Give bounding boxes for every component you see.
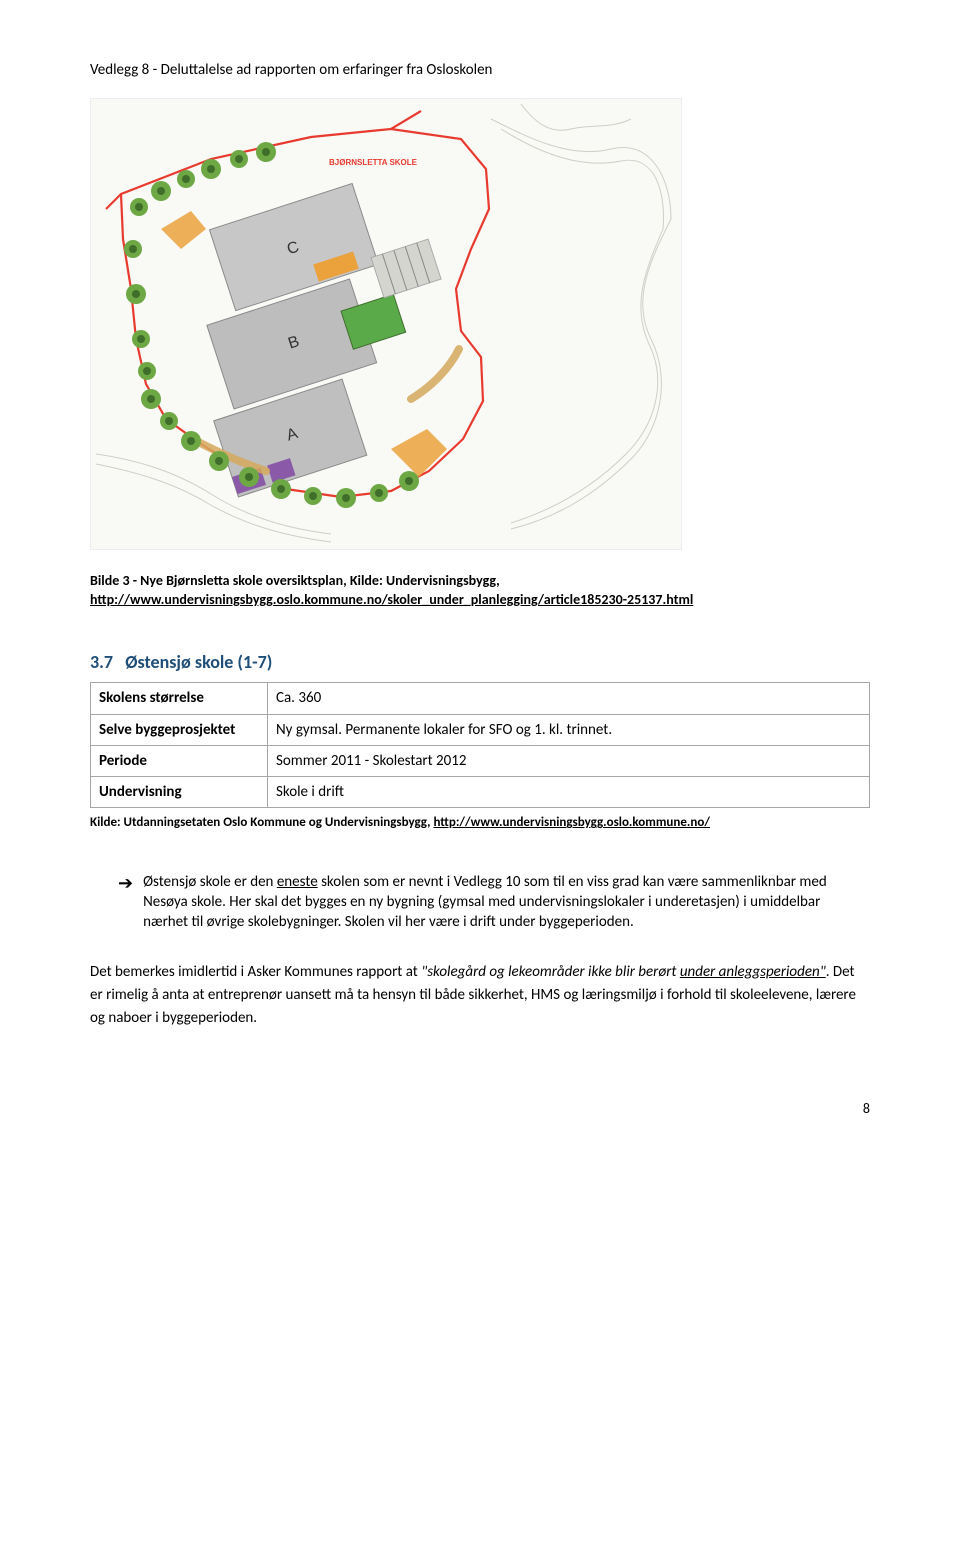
row-label: Skolens størrelse <box>91 683 268 714</box>
row-value: Ca. 360 <box>268 683 870 714</box>
para-quote-underline: under anleggsperioden" <box>680 963 826 981</box>
para-text: Det bemerkes imidlertid i Asker Kommunes… <box>90 963 421 981</box>
section-title: Østensjø skole (1-7) <box>125 651 272 673</box>
source-prefix: Kilde: Utdanningsetaten Oslo Kommune og … <box>90 815 433 830</box>
image-caption: Bilde 3 - Nye Bjørnsletta skole oversikt… <box>90 572 870 610</box>
body-paragraph: Det bemerkes imidlertid i Asker Kommunes… <box>90 961 870 1031</box>
section-heading: 3.7 Østensjø skole (1-7) <box>90 650 870 674</box>
bullet-underline: eneste <box>277 873 318 891</box>
section-number: 3.7 <box>90 651 113 673</box>
row-value: Skole i drift <box>268 777 870 808</box>
page-number: 8 <box>90 1100 870 1119</box>
source-link[interactable]: http://www.undervisningsbygg.oslo.kommun… <box>433 815 710 830</box>
source-line: Kilde: Utdanningsetaten Oslo Kommune og … <box>90 814 870 832</box>
table-row: Periode Sommer 2011 - Skolestart 2012 <box>91 745 870 776</box>
row-value: Sommer 2011 - Skolestart 2012 <box>268 745 870 776</box>
svg-text:BJØRNSLETTA SKOLE: BJØRNSLETTA SKOLE <box>329 158 418 167</box>
bullet-text: Østensjø skole er den eneste skolen som … <box>143 872 860 933</box>
table-row: Undervisning Skole i drift <box>91 777 870 808</box>
row-label: Selve byggeprosjektet <box>91 714 268 745</box>
bullet-pre: Østensjø skole er den <box>143 873 277 891</box>
page-header: Vedlegg 8 - Deluttalelse ad rapporten om… <box>90 60 870 80</box>
info-table: Skolens størrelse Ca. 360 Selve byggepro… <box>90 682 870 808</box>
row-label: Undervisning <box>91 777 268 808</box>
site-plan-image: A B C BJØRNSLETTA SKOLE <box>90 98 682 550</box>
arrow-icon: ➔ <box>118 872 133 895</box>
caption-prefix: Bilde 3 - Nye Bjørnsletta skole oversikt… <box>90 572 500 589</box>
row-label: Periode <box>91 745 268 776</box>
row-value: Ny gymsal. Permanente lokaler for SFO og… <box>268 714 870 745</box>
caption-link[interactable]: http://www.undervisningsbygg.oslo.kommun… <box>90 591 693 608</box>
para-quote: "skolegård og lekeområder ikke blir berø… <box>421 963 680 981</box>
table-row: Selve byggeprosjektet Ny gymsal. Permane… <box>91 714 870 745</box>
table-row: Skolens størrelse Ca. 360 <box>91 683 870 714</box>
bullet-item: ➔ Østensjø skole er den eneste skolen so… <box>118 872 870 933</box>
